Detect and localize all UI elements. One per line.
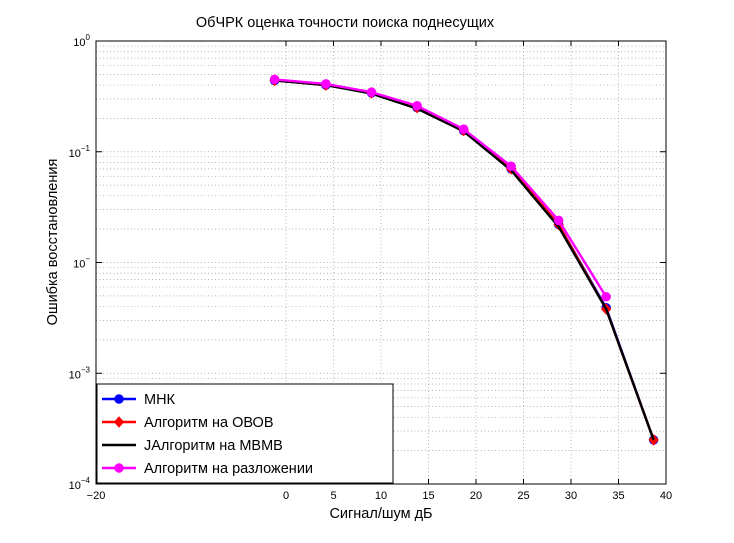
data-point: [458, 124, 469, 134]
data-point: [601, 292, 611, 302]
legend-item: Алгоритм на разложении: [102, 461, 313, 477]
legend: МНК Алгоритм на ОВОВ JАлгоритм на МВМВ Алго…: [96, 383, 394, 484]
y-tick-label: 10−: [73, 255, 90, 271]
legend-item: JАлгоритм на МВМВ: [102, 438, 283, 454]
ticks: −20 0 5 10 15 20 25 30 35 40 100 10−1 10− 10−3 10−4: [69, 33, 673, 502]
y-axis-label: Ошибка восстановления: [45, 159, 61, 326]
y-tick-label: 10−4: [69, 476, 91, 492]
x-tick-label: 40: [660, 490, 672, 502]
legend-label: Алгоритм на разложении: [144, 461, 313, 477]
series-layer: [269, 74, 659, 446]
legend-label: JАлгоритм на МВМВ: [144, 438, 283, 454]
x-tick-label: 15: [422, 490, 434, 502]
legend-item: Алгоритм на ОВОВ: [102, 415, 274, 431]
x-axis-label: Сигнал/шум дБ: [329, 506, 432, 522]
x-tick-label: 20: [470, 490, 482, 502]
legend-marker: [114, 463, 124, 473]
x-tick-label: 35: [612, 490, 624, 502]
x-tick-label: 0: [283, 490, 289, 502]
data-point: [553, 215, 564, 226]
series-line: [274, 78, 608, 298]
legend-label: Алгоритм на ОВОВ: [144, 415, 274, 431]
series-3: [269, 74, 611, 302]
data-point: [412, 101, 422, 111]
data-point: [269, 74, 280, 85]
y-tick-label: 100: [73, 33, 90, 49]
chart-title: ОбЧРК оценка точности поиска поднесущих: [196, 15, 495, 31]
data-point: [506, 161, 516, 171]
y-tick-label: 10−3: [69, 365, 91, 381]
x-tick-label: 25: [517, 490, 529, 502]
legend-label: МНК: [144, 392, 176, 408]
x-tick-label: 30: [565, 490, 577, 502]
x-tick-label: −20: [87, 490, 106, 502]
x-tick-label: 5: [330, 490, 336, 502]
legend-item: МНК: [102, 392, 176, 408]
legend-marker: [114, 394, 124, 404]
data-point: [321, 79, 331, 89]
legend-box: [96, 383, 394, 484]
legend-marker: [113, 416, 125, 428]
x-tick-label: 10: [375, 490, 387, 502]
y-tick-label: 10−1: [69, 144, 91, 160]
data-point: [366, 87, 377, 97]
